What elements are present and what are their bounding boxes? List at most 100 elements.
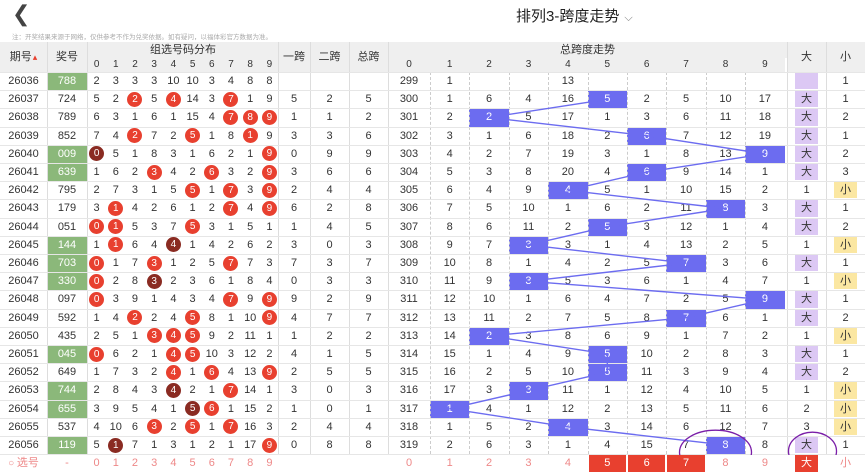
trend-cell: 3 bbox=[643, 111, 650, 124]
dist-cell: 1 bbox=[227, 311, 235, 324]
trend-cell: 5 bbox=[761, 238, 768, 251]
column-header-issue[interactable]: 期号▴ bbox=[0, 42, 47, 72]
dist-cell: 7 bbox=[247, 257, 254, 269]
trend-hit: 4 bbox=[548, 181, 588, 200]
select-trend-digit[interactable]: 6 bbox=[628, 454, 666, 472]
dist-cell: 1 bbox=[170, 402, 177, 415]
table-row-issue: 26036 bbox=[8, 75, 39, 87]
big-cell: 3 bbox=[803, 420, 810, 433]
page-title[interactable]: 排列3-跨度走势 ⌵ bbox=[516, 5, 633, 26]
span-span2: 5 bbox=[326, 366, 333, 379]
hit-ball: 4 bbox=[165, 91, 181, 107]
span-span1: 4 bbox=[290, 348, 298, 360]
trend-cell: 7 bbox=[446, 202, 453, 215]
trend-hit: 9 bbox=[745, 290, 785, 309]
select-dist-digit[interactable]: 5 bbox=[189, 457, 196, 470]
dist-cell: 1 bbox=[227, 220, 235, 233]
dist-cell: 6 bbox=[202, 400, 221, 418]
trend-cell: 18 bbox=[758, 111, 771, 124]
table-row-win: 144 bbox=[47, 235, 87, 254]
dist-cell: 5 bbox=[93, 93, 100, 106]
dist-cell: 8 bbox=[227, 129, 235, 142]
dist-cell: 5 bbox=[183, 345, 202, 363]
trend-cell: 6 bbox=[564, 293, 571, 306]
dist-cell: 4 bbox=[247, 202, 254, 215]
dist-cell: 6 bbox=[247, 238, 254, 251]
grid-divider bbox=[310, 42, 311, 455]
trend-cell: 4 bbox=[604, 166, 611, 178]
dist-cell: 2 bbox=[112, 93, 119, 106]
span-span2: 2 bbox=[326, 93, 333, 106]
hit-ball: 9 bbox=[261, 109, 277, 125]
select-big[interactable]: 大 bbox=[795, 454, 818, 472]
trend-cell: 5 bbox=[525, 111, 532, 124]
small-cell: 2 bbox=[842, 311, 849, 324]
select-dist-digit[interactable]: 8 bbox=[247, 457, 254, 470]
select-trend-digit[interactable]: 7 bbox=[667, 454, 705, 472]
select-dist-digit[interactable]: 2 bbox=[131, 457, 139, 470]
trend-cell: 12 bbox=[640, 384, 653, 397]
trend-cell: 19 bbox=[561, 147, 574, 160]
table-row-issue: 26050 bbox=[8, 329, 39, 342]
dist-cell: 5 bbox=[112, 147, 119, 160]
select-trend-digit[interactable]: 8 bbox=[722, 457, 729, 470]
sort-icon[interactable]: ▴ bbox=[32, 52, 38, 62]
span-span1: 1 bbox=[290, 402, 298, 415]
select-trend-digit[interactable]: 5 bbox=[588, 454, 626, 472]
span-span1: 2 bbox=[290, 184, 298, 197]
dist-cell: 13 bbox=[244, 366, 257, 379]
dist-cell: 5 bbox=[131, 402, 139, 415]
chevron-down-icon[interactable]: ⌵ bbox=[624, 12, 633, 24]
dist-cell: 10 bbox=[205, 348, 218, 360]
dist-cell: 2 bbox=[125, 90, 144, 108]
trend-cell: 1 bbox=[525, 402, 532, 415]
back-chevron-left-icon[interactable]: ❮ bbox=[12, 1, 31, 26]
hit-ball: 0 bbox=[89, 273, 105, 289]
table-row-win: 724 bbox=[57, 93, 77, 106]
select-small[interactable]: 小 bbox=[840, 457, 851, 470]
select-dist-digit[interactable]: 9 bbox=[266, 457, 273, 470]
span-span1: 6 bbox=[290, 202, 298, 215]
table-row-win: 788 bbox=[47, 72, 87, 91]
dist-cell: 1 bbox=[247, 147, 254, 160]
select-dist-digit[interactable]: 3 bbox=[151, 457, 158, 470]
trend-cell: 14 bbox=[443, 329, 456, 342]
select-dist-digit[interactable]: 1 bbox=[112, 457, 119, 470]
big-cell: 大 bbox=[795, 291, 818, 308]
select-dist-digit[interactable]: 7 bbox=[227, 457, 235, 470]
dist-cell: 4 bbox=[164, 327, 183, 345]
hit-ball: 7 bbox=[223, 255, 239, 271]
table-row-issue: 26053 bbox=[8, 384, 39, 397]
dist-cell: 1 bbox=[131, 111, 139, 124]
trend-cell: 3 bbox=[486, 166, 493, 178]
trend-cell: 10 bbox=[443, 257, 456, 269]
dist-cell: 10 bbox=[167, 75, 180, 87]
trend-cell: 12 bbox=[443, 293, 456, 306]
select-dist-digit[interactable]: 6 bbox=[208, 457, 215, 470]
trend-cell bbox=[666, 72, 705, 90]
trend-cell: 11 bbox=[719, 111, 732, 124]
column-header-win: 奖号 bbox=[47, 42, 87, 72]
trend-cell: 4 bbox=[486, 184, 493, 197]
select-trend-digit[interactable]: 2 bbox=[486, 457, 493, 470]
select-dist-digit[interactable]: 0 bbox=[93, 457, 100, 470]
select-trend-digit[interactable]: 1 bbox=[446, 457, 453, 470]
span-total: 8 bbox=[365, 439, 372, 451]
big-cell: 大 bbox=[795, 346, 818, 363]
select-trend-digit[interactable]: 3 bbox=[525, 457, 532, 470]
trend-digit-header: 2 bbox=[469, 58, 509, 72]
dist-cell: 9 bbox=[266, 93, 273, 106]
radio-circle-icon[interactable]: ○ bbox=[8, 458, 17, 470]
select-trend-digit[interactable]: 9 bbox=[761, 457, 768, 470]
hit-ball: 7 bbox=[223, 182, 239, 198]
select-dist-digit[interactable]: 4 bbox=[170, 457, 177, 470]
select-trend-digit[interactable]: 0 bbox=[405, 457, 413, 470]
trend-cell: 7 bbox=[643, 293, 650, 306]
grid-divider bbox=[826, 42, 827, 455]
trend-cell: 3 bbox=[564, 238, 571, 251]
select-trend-digit[interactable]: 4 bbox=[564, 457, 571, 470]
dist-cell: 3 bbox=[145, 272, 164, 290]
dist-cell: 5 bbox=[183, 400, 202, 418]
dist-cell: 9 bbox=[266, 129, 273, 142]
hit-ball: 2 bbox=[127, 128, 143, 144]
